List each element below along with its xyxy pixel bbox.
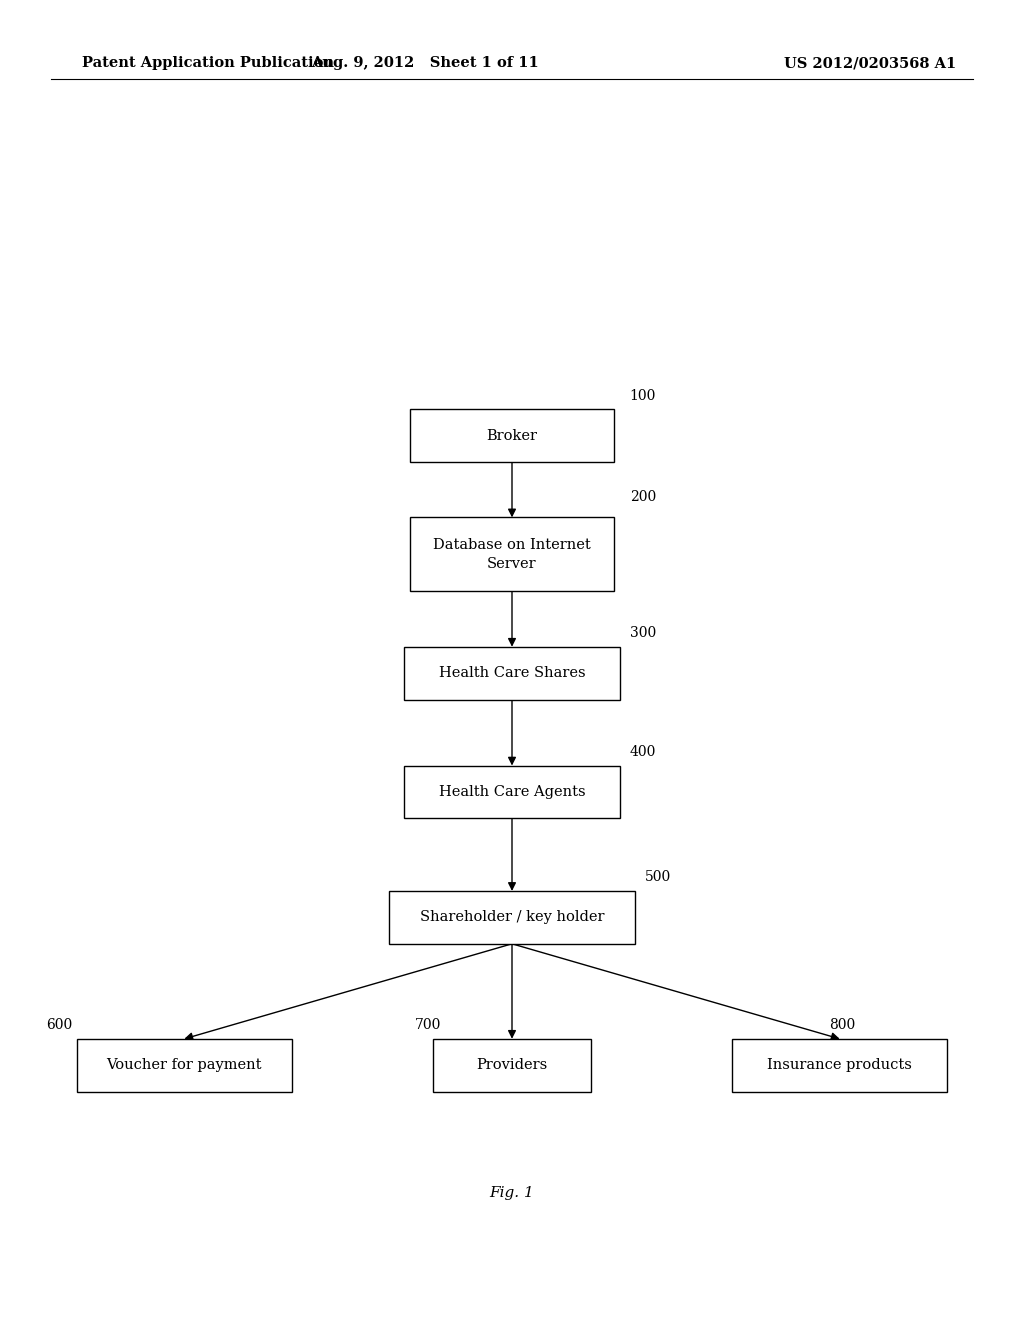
Text: Voucher for payment: Voucher for payment [106, 1059, 262, 1072]
Text: 800: 800 [829, 1018, 856, 1032]
Text: 100: 100 [630, 388, 656, 403]
Text: Shareholder / key holder: Shareholder / key holder [420, 911, 604, 924]
Bar [404, 647, 620, 700]
Text: Health Care Agents: Health Care Agents [438, 785, 586, 799]
Bar [432, 1039, 592, 1092]
Bar [404, 766, 620, 818]
Text: 400: 400 [630, 744, 656, 759]
Text: 300: 300 [630, 626, 656, 640]
Text: 500: 500 [645, 870, 672, 884]
Bar [410, 517, 614, 591]
Text: Providers: Providers [476, 1059, 548, 1072]
Text: US 2012/0203568 A1: US 2012/0203568 A1 [784, 57, 956, 70]
Text: Health Care Shares: Health Care Shares [438, 667, 586, 680]
Text: Database on Internet
Server: Database on Internet Server [433, 539, 591, 570]
Text: Aug. 9, 2012   Sheet 1 of 11: Aug. 9, 2012 Sheet 1 of 11 [311, 57, 539, 70]
Bar [77, 1039, 292, 1092]
Bar [732, 1039, 947, 1092]
Text: 700: 700 [415, 1018, 441, 1032]
Text: Fig. 1: Fig. 1 [489, 1187, 535, 1200]
Text: 200: 200 [630, 490, 656, 504]
Text: Insurance products: Insurance products [767, 1059, 912, 1072]
Bar [389, 891, 635, 944]
Text: 600: 600 [46, 1018, 73, 1032]
Bar [410, 409, 614, 462]
Text: Broker: Broker [486, 429, 538, 442]
Text: Patent Application Publication: Patent Application Publication [82, 57, 334, 70]
